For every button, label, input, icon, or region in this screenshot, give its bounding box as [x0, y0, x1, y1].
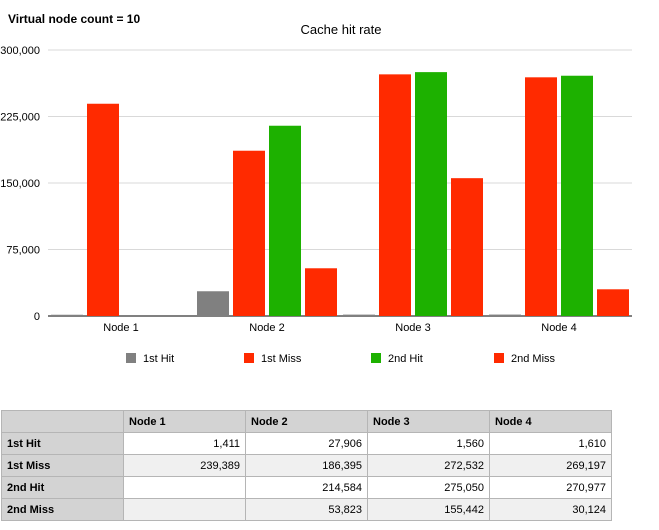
table-cell: 1,411 [123, 432, 246, 455]
data-table: Node 1 Node 2 Node 3 Node 4 1st Hit 1,411 27,… [1, 410, 612, 521]
y-tick-label: 0 [34, 311, 40, 323]
bar [489, 314, 521, 316]
table-cell: 239,389 [123, 454, 246, 477]
x-axis-ticks: Node 1 Node 2 Node 3 Node 4 [103, 322, 576, 334]
chart-heading: Virtual node count = 10 [8, 12, 141, 26]
x-tick-label: Node 4 [541, 322, 576, 334]
bar [305, 268, 337, 316]
legend-swatch [494, 353, 504, 363]
table-cell: 269,197 [489, 454, 612, 477]
x-tick-label: Node 3 [395, 322, 430, 334]
table-row-header: 1st Hit [1, 432, 124, 455]
bar [525, 77, 557, 316]
y-tick-label: 75,000 [6, 245, 40, 257]
table-cell: 27,906 [245, 432, 368, 455]
table-row-header: 2nd Hit [1, 476, 124, 499]
y-axis-ticks: 0 75,000 150,000 225,000 300,000 [0, 45, 40, 323]
x-tick-label: Node 2 [249, 322, 284, 334]
bar [197, 291, 229, 316]
bar [269, 125, 301, 316]
table-row-header: 2nd Miss [1, 498, 124, 521]
table-column-header: Node 3 [367, 410, 490, 433]
table-row: 1st Hit 1,411 27,906 1,560 1,610 [1, 432, 612, 455]
table-cell: 186,395 [245, 454, 368, 477]
table-corner-cell [1, 410, 124, 433]
legend-label: 1st Hit [143, 353, 174, 365]
bar-chart: Cache hit rate 0 75,000 150,000 225,000 300,… [0, 22, 632, 365]
bar [379, 74, 411, 317]
table-cell: 1,560 [367, 432, 490, 455]
x-tick-label: Node 1 [103, 322, 138, 334]
table-cell: 214,584 [245, 476, 368, 499]
table-row-header: 1st Miss [1, 454, 124, 477]
table-cell: 155,442 [367, 498, 490, 521]
bar [343, 314, 375, 316]
bars [51, 72, 629, 317]
table-cell: 275,050 [367, 476, 490, 499]
table-cell: 30,124 [489, 498, 612, 521]
legend-label: 2nd Miss [511, 353, 556, 365]
bar [597, 289, 629, 316]
bar [561, 75, 593, 316]
table-cell: 53,823 [245, 498, 368, 521]
table-cell: 1,610 [489, 432, 612, 455]
legend-label: 1st Miss [261, 353, 302, 365]
table-row: 2nd Miss 53,823 155,442 30,124 [1, 498, 612, 521]
table-cell: 270,977 [489, 476, 612, 499]
table-cell: 272,532 [367, 454, 490, 477]
table-row: 1st Miss 239,389 186,395 272,532 269,197 [1, 454, 612, 477]
table-column-header: Node 4 [489, 410, 612, 433]
legend-label: 2nd Hit [388, 353, 423, 365]
y-tick-label: 300,000 [0, 45, 40, 57]
bar [233, 150, 265, 316]
table-cell [123, 476, 246, 499]
bar [51, 314, 83, 316]
y-tick-label: 150,000 [0, 178, 40, 190]
table-header-row: Node 1 Node 2 Node 3 Node 4 [1, 410, 612, 433]
chart-title: Cache hit rate [301, 22, 382, 37]
legend: 1st Hit 1st Miss 2nd Hit 2nd Miss [126, 353, 556, 365]
table-column-header: Node 1 [123, 410, 246, 433]
legend-swatch [371, 353, 381, 363]
y-tick-label: 225,000 [0, 112, 40, 124]
bar [451, 178, 483, 316]
table-row: 2nd Hit 214,584 275,050 270,977 [1, 476, 612, 499]
table-cell [123, 498, 246, 521]
bar [87, 103, 119, 316]
bar [415, 72, 447, 316]
table-column-header: Node 2 [245, 410, 368, 433]
legend-swatch [244, 353, 254, 363]
legend-swatch [126, 353, 136, 363]
